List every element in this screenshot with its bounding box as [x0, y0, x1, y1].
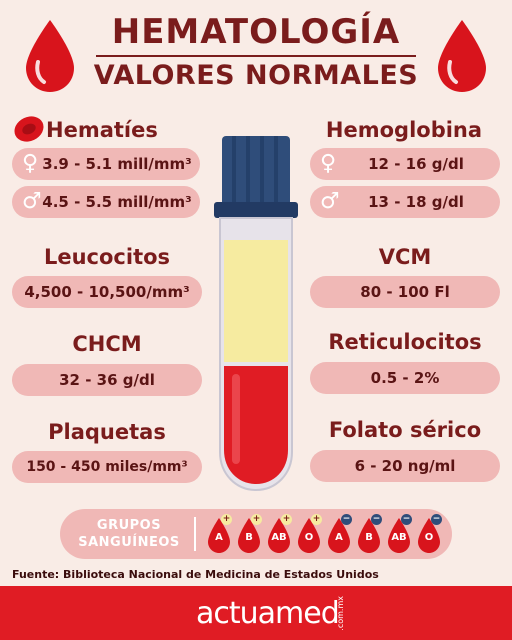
- brand-domain: .com.mx: [336, 596, 345, 631]
- blood-drop-icon: [328, 518, 350, 553]
- blood-groups-divider: [194, 517, 196, 551]
- source-citation: Fuente: Biblioteca Nacional de Medicina …: [12, 568, 379, 581]
- page-subtitle: VALORES NORMALES: [93, 60, 419, 91]
- hemoglobina-female-range: ♀ 12 - 16 g/dl: [310, 148, 500, 180]
- folato-label: Folato sérico: [328, 418, 482, 442]
- title-divider: [96, 55, 416, 57]
- blood-drop-icon-left: [26, 20, 74, 92]
- blood-group-type: O: [424, 532, 434, 543]
- blood-drop-icon: [298, 518, 320, 553]
- hematies-male-value: 4.5 - 5.5 mill/mm³: [42, 193, 192, 211]
- blood-group-drop: AB −: [386, 514, 412, 554]
- hematies-female-value: 3.9 - 5.1 mill/mm³: [42, 155, 192, 173]
- hemoglobina-female-value: 12 - 16 g/dl: [368, 155, 464, 173]
- blood-drop-icon: [238, 518, 260, 553]
- hemoglobina-male-range: ♂ 13 - 18 g/dl: [310, 186, 500, 218]
- blood-group-type: A: [215, 532, 223, 543]
- reticulocitos-label: Reticulocitos: [328, 330, 482, 354]
- folato-range: 6 - 20 ng/ml: [310, 450, 500, 482]
- male-icon: ♂: [22, 189, 42, 214]
- blood-drop-icon: [208, 518, 230, 553]
- vcm-label: VCM: [378, 245, 432, 269]
- blood-group-type: AB: [391, 532, 407, 543]
- blood-group-sign: −: [431, 514, 442, 525]
- hemoglobina-label: Hemoglobina: [325, 118, 483, 142]
- plaquetas-label: Plaquetas: [48, 420, 166, 444]
- leucocitos-label: Leucocitos: [43, 245, 171, 269]
- blood-group-drop: A −: [326, 514, 352, 554]
- male-icon: ♂: [320, 189, 340, 214]
- blood-drop-icon: [268, 518, 290, 553]
- blood-group-sign: −: [371, 514, 382, 525]
- vcm-range: 80 - 100 Fl: [310, 276, 500, 308]
- blood-group-sign: +: [311, 514, 322, 525]
- reticulocitos-range: 0.5 - 2%: [310, 362, 500, 394]
- blood-group-type: B: [245, 532, 253, 543]
- hemoglobina-male-value: 13 - 18 g/dl: [368, 193, 464, 211]
- hematies-male-range: ♂ 4.5 - 5.5 mill/mm³: [12, 186, 200, 218]
- test-tube-icon: [214, 136, 298, 492]
- blood-group-type: O: [304, 532, 314, 543]
- blood-drop-icon: [388, 518, 410, 553]
- blood-drop-icon: [418, 518, 440, 553]
- blood-group-drop: O +: [296, 514, 322, 554]
- blood-drop-icon: [358, 518, 380, 553]
- female-icon: ♀: [320, 151, 337, 176]
- blood-groups-label: GRUPOS SANGUÍNEOS: [78, 518, 180, 550]
- chcm-range: 32 - 36 g/dl: [12, 364, 202, 396]
- blood-group-sign: −: [341, 514, 352, 525]
- hematies-female-range: ♀ 3.9 - 5.1 mill/mm³: [12, 148, 200, 180]
- plaquetas-range: 150 - 450 miles/mm³: [12, 451, 202, 483]
- blood-group-drop: AB +: [266, 514, 292, 554]
- blood-group-sign: +: [251, 514, 262, 525]
- blood-group-drop: O −: [416, 514, 442, 554]
- blood-group-drop: A +: [206, 514, 232, 554]
- blood-drop-icon-right: [438, 20, 486, 92]
- hematies-label: Hematíes: [46, 118, 158, 142]
- page-title: HEMATOLOGÍA: [111, 12, 401, 52]
- red-blood-cell-icon: [14, 116, 44, 142]
- blood-group-drop: B −: [356, 514, 382, 554]
- blood-group-drop: B +: [236, 514, 262, 554]
- brand-logo: actuamed: [196, 596, 340, 631]
- blood-group-sign: −: [401, 514, 412, 525]
- blood-group-sign: +: [281, 514, 292, 525]
- leucocitos-range: 4,500 - 10,500/mm³: [12, 276, 202, 308]
- blood-group-sign: +: [221, 514, 232, 525]
- chcm-label: CHCM: [72, 332, 142, 356]
- blood-group-type: B: [365, 532, 373, 543]
- blood-groups-panel: GRUPOS SANGUÍNEOS A + B + AB + O + A − B − AB − O −: [60, 509, 452, 559]
- blood-group-type: A: [335, 532, 343, 543]
- blood-group-type: AB: [271, 532, 287, 543]
- female-icon: ♀: [22, 151, 39, 176]
- footer-bar: actuamed .com.mx: [0, 586, 512, 640]
